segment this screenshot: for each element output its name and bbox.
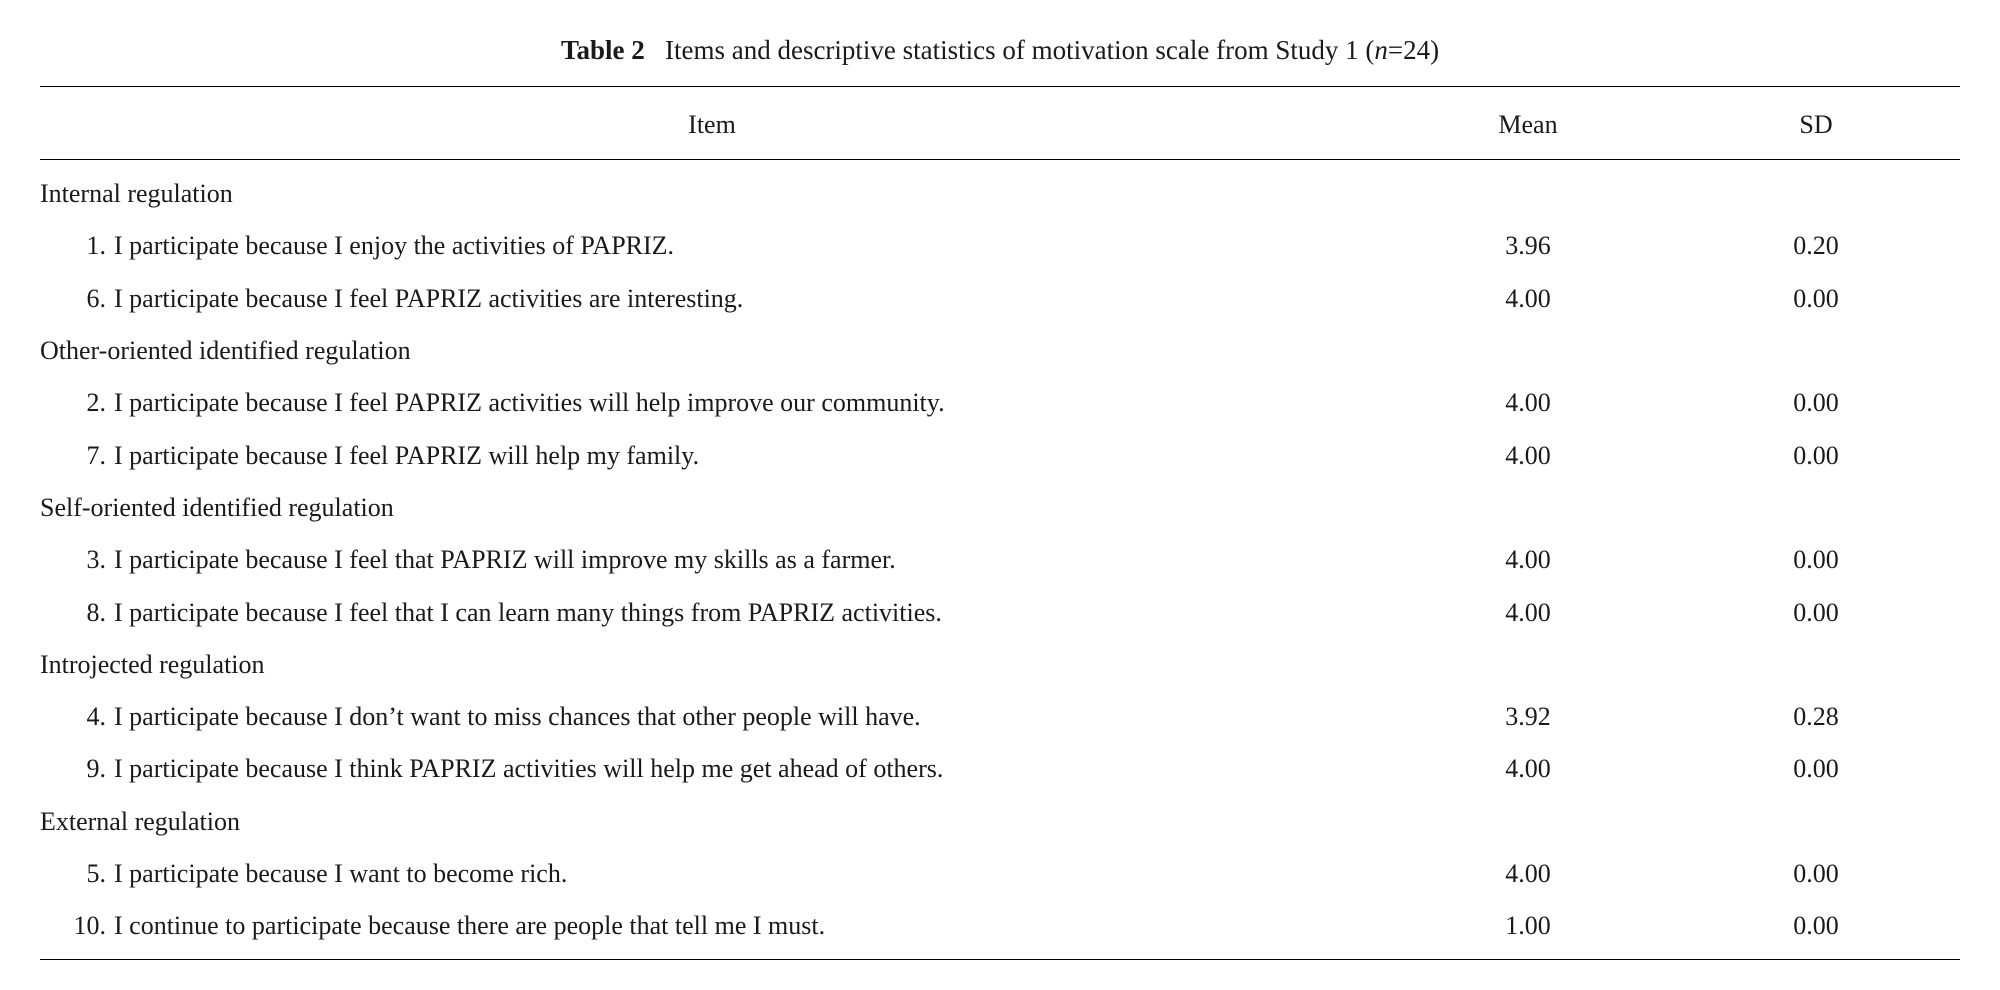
item-text: I participate because I feel PAPRIZ acti… xyxy=(114,284,743,313)
item-number: 3. xyxy=(70,540,106,580)
caption-n-symbol: n xyxy=(1374,35,1388,65)
sd-cell: 0.00 xyxy=(1672,848,1960,900)
item-text: I participate because I think PAPRIZ act… xyxy=(114,754,943,783)
mean-cell: 4.00 xyxy=(1384,534,1672,586)
mean-cell: 4.00 xyxy=(1384,273,1672,325)
item-cell: 7. I participate because I feel PAPRIZ wi… xyxy=(40,430,1384,482)
item-cell: 5. I participate because I want to become… xyxy=(40,848,1384,900)
item-row: 6. I participate because I feel PAPRIZ ac… xyxy=(40,273,1960,325)
group-label: Introjected regulation xyxy=(40,639,1960,691)
item-number: 5. xyxy=(70,854,106,894)
item-number: 2. xyxy=(70,383,106,423)
group-row: Other-oriented identified regulation xyxy=(40,325,1960,377)
item-number: 4. xyxy=(70,697,106,737)
item-cell: 9. I participate because I think PAPRIZ a… xyxy=(40,743,1384,795)
mean-cell: 4.00 xyxy=(1384,848,1672,900)
sd-cell: 0.28 xyxy=(1672,691,1960,743)
item-number: 7. xyxy=(70,436,106,476)
item-row: 2. I participate because I feel PAPRIZ ac… xyxy=(40,377,1960,429)
item-number: 8. xyxy=(70,593,106,633)
item-number: 6. xyxy=(70,279,106,319)
item-number: 1. xyxy=(70,226,106,266)
mean-cell: 3.92 xyxy=(1384,691,1672,743)
item-text: I participate because I feel that PAPRIZ… xyxy=(114,545,896,574)
caption-text-1: Items and descriptive statistics of moti… xyxy=(665,35,1374,65)
header-sd: SD xyxy=(1672,86,1960,159)
group-label: External regulation xyxy=(40,796,1960,848)
table-label: Table 2 xyxy=(561,35,645,65)
group-label: Internal regulation xyxy=(40,160,1960,221)
group-row: Self-oriented identified regulation xyxy=(40,482,1960,534)
item-row: 1. I participate because I enjoy the acti… xyxy=(40,220,1960,272)
item-cell: 2. I participate because I feel PAPRIZ ac… xyxy=(40,377,1384,429)
item-cell: 8. I participate because I feel that I ca… xyxy=(40,587,1384,639)
mean-cell: 1.00 xyxy=(1384,900,1672,959)
table-body: Internal regulation 1. I participate beca… xyxy=(40,160,1960,959)
header-mean: Mean xyxy=(1384,86,1672,159)
header-row: Item Mean SD xyxy=(40,86,1960,159)
caption-text-2: =24) xyxy=(1388,35,1439,65)
item-row: 4. I participate because I don’t want to … xyxy=(40,691,1960,743)
item-cell: 10. I continue to participate because the… xyxy=(40,900,1384,959)
sd-cell: 0.00 xyxy=(1672,273,1960,325)
mean-cell: 4.00 xyxy=(1384,743,1672,795)
statistics-table: Item Mean SD Internal regulation 1. I par… xyxy=(40,86,1960,960)
sd-cell: 0.00 xyxy=(1672,430,1960,482)
sd-cell: 0.00 xyxy=(1672,534,1960,586)
item-row: 5. I participate because I want to become… xyxy=(40,848,1960,900)
item-cell: 3. I participate because I feel that PAPR… xyxy=(40,534,1384,586)
item-text: I continue to participate because there … xyxy=(114,911,825,940)
item-cell: 1. I participate because I enjoy the acti… xyxy=(40,220,1384,272)
item-text: I participate because I feel PAPRIZ will… xyxy=(114,441,699,470)
item-text: I participate because I feel that I can … xyxy=(114,598,942,627)
sd-cell: 0.00 xyxy=(1672,587,1960,639)
sd-cell: 0.00 xyxy=(1672,900,1960,959)
mean-cell: 4.00 xyxy=(1384,430,1672,482)
mean-cell: 3.96 xyxy=(1384,220,1672,272)
item-row: 10. I continue to participate because the… xyxy=(40,900,1960,959)
item-row: 3. I participate because I feel that PAPR… xyxy=(40,534,1960,586)
group-label: Other-oriented identified regulation xyxy=(40,325,1960,377)
item-text: I participate because I enjoy the activi… xyxy=(114,231,674,260)
item-row: 7. I participate because I feel PAPRIZ wi… xyxy=(40,430,1960,482)
sd-cell: 0.20 xyxy=(1672,220,1960,272)
mean-cell: 4.00 xyxy=(1384,587,1672,639)
header-item: Item xyxy=(40,86,1384,159)
item-cell: 6. I participate because I feel PAPRIZ ac… xyxy=(40,273,1384,325)
item-text: I participate because I feel PAPRIZ acti… xyxy=(114,388,945,417)
item-cell: 4. I participate because I don’t want to … xyxy=(40,691,1384,743)
group-row: Internal regulation xyxy=(40,160,1960,221)
group-row: Introjected regulation xyxy=(40,639,1960,691)
item-number: 10. xyxy=(70,906,106,946)
group-row: External regulation xyxy=(40,796,1960,848)
item-text: I participate because I don’t want to mi… xyxy=(114,702,921,731)
group-label: Self-oriented identified regulation xyxy=(40,482,1960,534)
item-row: 9. I participate because I think PAPRIZ a… xyxy=(40,743,1960,795)
item-row: 8. I participate because I feel that I ca… xyxy=(40,587,1960,639)
table-caption: Table 2 Items and descriptive statistics… xyxy=(40,30,1960,72)
item-text: I participate because I want to become r… xyxy=(114,859,567,888)
mean-cell: 4.00 xyxy=(1384,377,1672,429)
sd-cell: 0.00 xyxy=(1672,377,1960,429)
sd-cell: 0.00 xyxy=(1672,743,1960,795)
item-number: 9. xyxy=(70,749,106,789)
